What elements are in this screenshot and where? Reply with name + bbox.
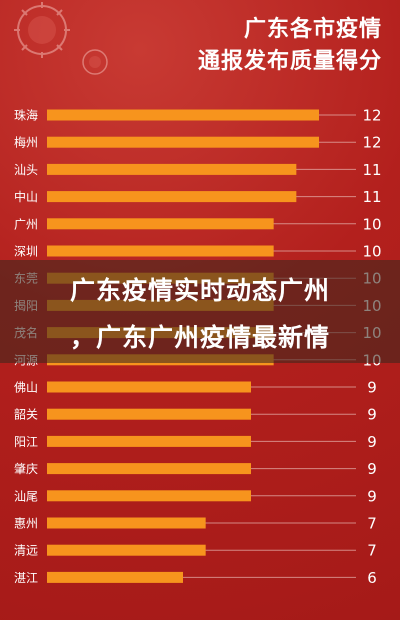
overlay-caption-line1: 广东疫情实时动态广州 [69,276,330,305]
category-label: 湛江 [14,571,38,585]
virus-icon [14,2,108,75]
bar [47,218,274,230]
chart-header: 广东各市疫情 通报发布质量得分 [198,14,382,78]
bar [47,163,297,175]
category-label: 韶关 [14,407,38,422]
value-label: 7 [367,542,377,560]
value-label: 11 [362,188,381,206]
overlay-caption-line2: ，广东广州疫情最新情 [69,323,330,352]
category-label: 肇庆 [14,461,38,476]
bar [47,517,206,529]
category-label: 梅州 [14,135,38,150]
value-label: 9 [367,433,377,451]
value-label: 12 [362,134,381,152]
bar [47,463,251,475]
bar [47,191,297,203]
value-label: 7 [367,515,377,533]
category-label: 清远 [14,544,38,558]
bar [47,136,319,148]
value-label: 6 [367,569,377,587]
chart-title-line1: 广东各市疫情 [243,17,382,42]
category-label: 中山 [14,189,38,204]
bar [47,381,251,393]
chart-title-line2: 通报发布质量得分 [197,49,382,74]
category-label: 汕头 [14,163,38,177]
bar [47,435,251,447]
category-label: 深圳 [14,245,38,259]
bar [47,490,251,502]
value-label: 9 [367,487,377,505]
category-label: 佛山 [14,381,38,395]
value-label: 9 [367,406,377,424]
bar [47,408,251,420]
category-label: 阳江 [14,435,38,449]
category-label: 惠州 [14,517,38,531]
value-label: 9 [367,379,377,397]
category-label: 珠海 [14,108,38,123]
value-label: 12 [362,107,381,125]
value-label: 9 [367,460,377,478]
bar [47,109,319,121]
category-label: 广州 [14,217,38,231]
category-label: 汕尾 [14,489,38,503]
bar [47,571,183,583]
value-label: 11 [362,161,381,179]
caption-overlay [0,260,400,363]
value-label: 10 [362,215,381,233]
bar [47,544,206,556]
bar [47,245,274,257]
value-label: 10 [362,243,381,261]
